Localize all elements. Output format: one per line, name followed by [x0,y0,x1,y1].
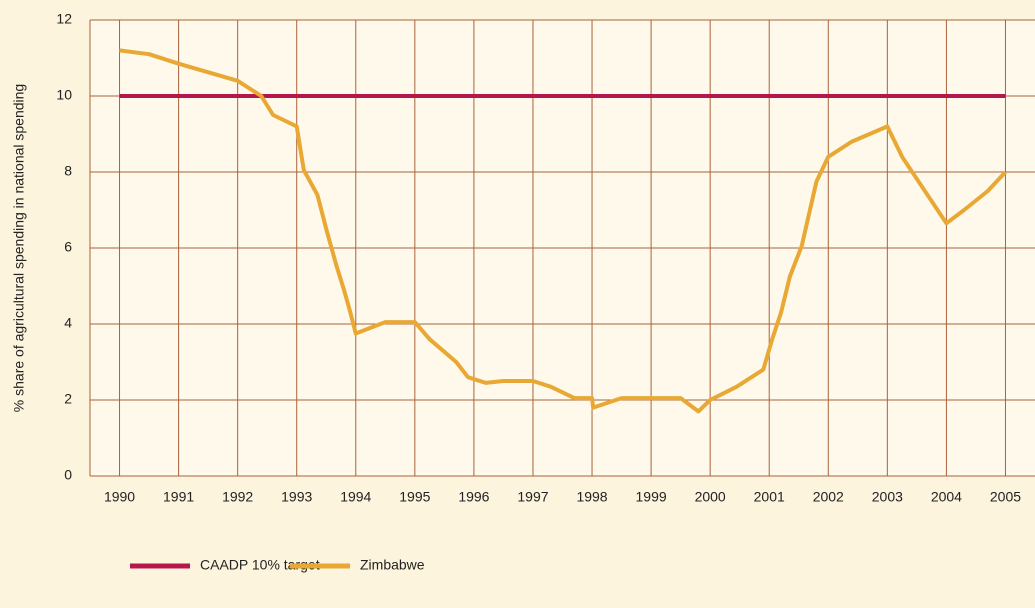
y-tick-label: 2 [64,391,72,407]
legend-label: CAADP 10% target [200,557,320,573]
y-tick-label: 6 [64,239,72,255]
y-axis-label: % share of agricultural spending in nati… [11,84,27,412]
x-tick-label: 1998 [576,489,607,505]
y-tick-label: 12 [56,11,72,27]
x-tick-label: 1999 [636,489,667,505]
line-series [119,48,1007,414]
x-tick-label: 2003 [872,489,903,505]
x-tick-label: 1994 [340,489,371,505]
y-tick-label: 10 [56,87,72,103]
x-tick-label: 1996 [458,489,489,505]
x-tick-label: 1991 [163,489,194,505]
x-tick-label: 1997 [517,489,548,505]
x-tick-label: 2004 [931,489,962,505]
x-tick-label: 2002 [813,489,844,505]
x-tick-label: 1990 [104,489,135,505]
x-tick-label: 2000 [695,489,726,505]
x-tick-label: 1995 [399,489,430,505]
x-tick-label: 2001 [754,489,785,505]
x-tick-label: 2005 [990,489,1021,505]
y-tick-label: 8 [64,163,72,179]
legend-label: Zimbabwe [360,557,425,573]
y-tick-label: 4 [64,315,72,331]
x-tick-label: 1992 [222,489,253,505]
y-tick-label: 0 [64,467,72,483]
x-tick-label: 1993 [281,489,312,505]
